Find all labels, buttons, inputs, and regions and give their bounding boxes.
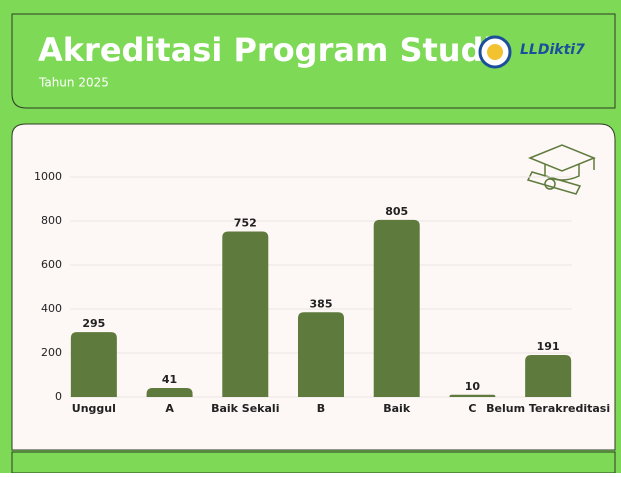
- y-tick-label: 0: [55, 390, 62, 403]
- bar: [298, 312, 344, 397]
- y-tick-label: 400: [41, 302, 62, 315]
- bar: [222, 231, 269, 397]
- x-tick-label: Baik: [383, 402, 411, 415]
- data-label: 191: [537, 340, 560, 353]
- data-label: 385: [310, 297, 333, 310]
- chart-title: Akreditasi Program Studi: [38, 31, 494, 69]
- x-tick-label: C: [468, 402, 476, 415]
- x-tick-label: A: [165, 402, 174, 415]
- x-tick-label: Baik Sekali: [211, 402, 279, 415]
- logo: LLDikti7: [478, 35, 585, 69]
- bar: [525, 354, 572, 397]
- y-tick-label: 1000: [34, 170, 62, 183]
- data-label: 41: [162, 373, 177, 386]
- footer-band: [11, 451, 616, 474]
- x-tick-label: Belum Terakreditasi: [486, 402, 610, 415]
- diploma-seal: [544, 178, 556, 190]
- data-label: 10: [465, 380, 481, 393]
- x-tick-label: B: [317, 402, 325, 415]
- header-band: [11, 13, 616, 109]
- logo-text: LLDikti7: [520, 42, 585, 58]
- chart-card: [11, 123, 616, 451]
- data-label: 295: [82, 317, 105, 330]
- y-tick-label: 600: [41, 258, 62, 271]
- data-label: 752: [234, 217, 257, 230]
- bar: [146, 387, 193, 397]
- plot: 0 200 400 600 800 1000 Unggul 295 A 41 Baik Sekali…: [34, 170, 610, 415]
- x-tick-label: Unggul: [72, 402, 116, 415]
- bar: [70, 332, 117, 397]
- chart-subtitle: Tahun 2025: [38, 76, 109, 90]
- graduation-icon: [526, 144, 596, 195]
- bar: [373, 219, 420, 397]
- y-tick-label: 200: [41, 346, 62, 359]
- logo-emblem-center: [487, 44, 503, 60]
- bar: [449, 394, 496, 397]
- y-tick-label: 800: [41, 214, 62, 227]
- data-label: 805: [385, 205, 408, 218]
